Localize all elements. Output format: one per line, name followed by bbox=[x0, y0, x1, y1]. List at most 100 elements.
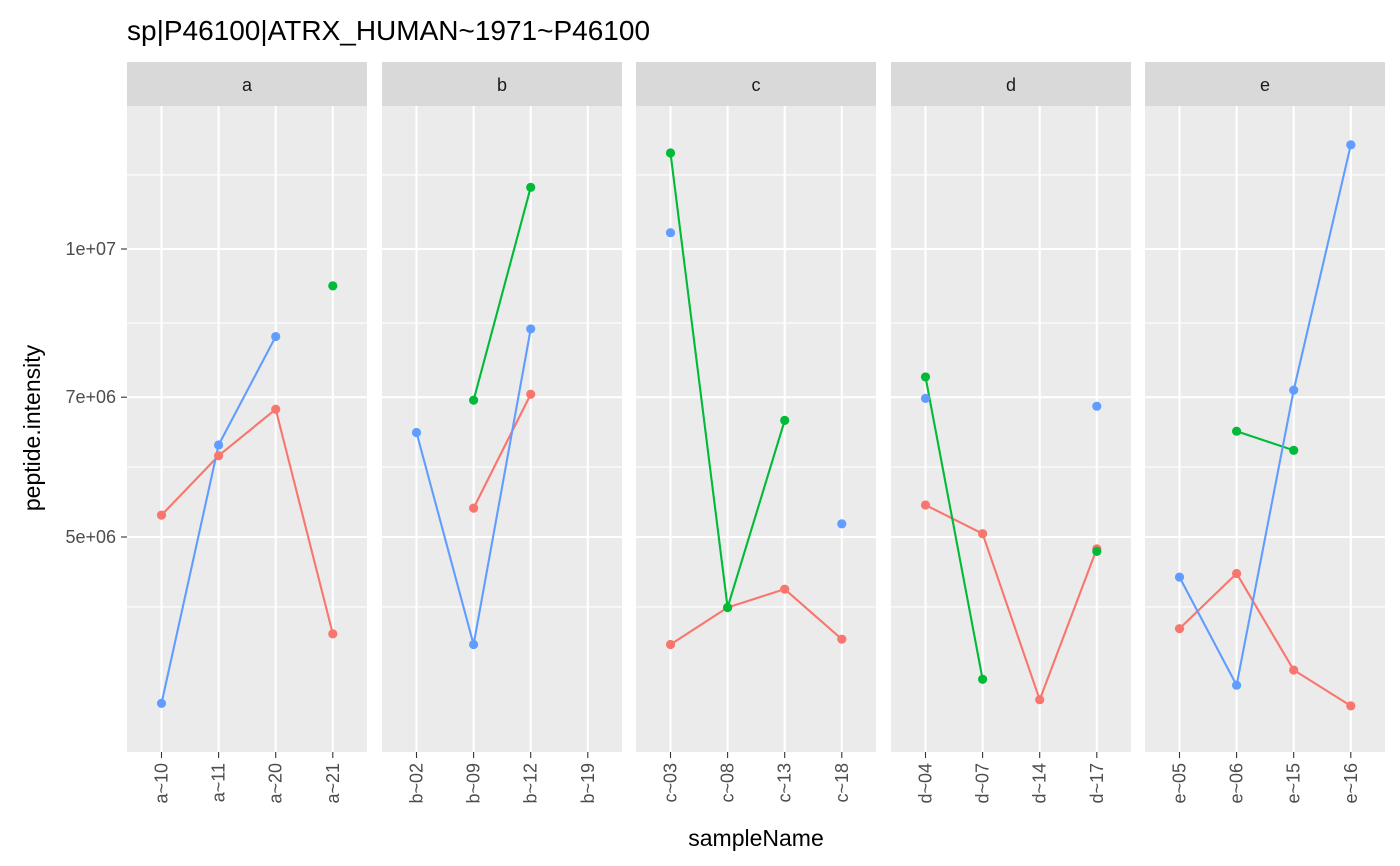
data-point bbox=[837, 634, 847, 644]
data-point bbox=[411, 427, 422, 438]
series-line-segment bbox=[924, 376, 984, 680]
facet-strip bbox=[127, 62, 367, 106]
x-tick-label: d~14 bbox=[1030, 763, 1050, 804]
data-point bbox=[328, 281, 338, 291]
x-tick-label: e~16 bbox=[1341, 763, 1361, 804]
x-tick-label: e~05 bbox=[1170, 763, 1190, 804]
data-point bbox=[920, 372, 931, 382]
series-line-segment bbox=[415, 432, 475, 645]
x-tick-label: d~17 bbox=[1087, 763, 1107, 804]
data-point bbox=[271, 404, 281, 414]
series-line-segment bbox=[1178, 576, 1238, 686]
y-tick-label: 5e+06 bbox=[65, 527, 116, 547]
data-point bbox=[1174, 624, 1185, 634]
series-line-segment bbox=[160, 455, 220, 516]
x-tick-label: d~07 bbox=[973, 763, 993, 804]
series-line-segment bbox=[1235, 389, 1295, 686]
panel-background bbox=[382, 106, 622, 752]
facet-panel-d: d d~04 d~07 d~14 d~17 bbox=[891, 62, 1131, 804]
panel-background bbox=[891, 106, 1131, 752]
data-point bbox=[665, 639, 676, 650]
plot-title: sp|P46100|ATRX_HUMAN~1971~P46100 bbox=[127, 15, 650, 46]
series-line-segment bbox=[274, 408, 334, 635]
x-tick-label: c~13 bbox=[775, 763, 795, 803]
series-line-segment bbox=[472, 187, 532, 401]
x-tick-label: c~18 bbox=[832, 763, 852, 803]
data-point bbox=[978, 529, 988, 539]
data-point bbox=[156, 698, 167, 708]
series-line-segment bbox=[1235, 572, 1295, 671]
series-line-segment bbox=[217, 336, 277, 446]
panel-background bbox=[636, 106, 876, 752]
data-point bbox=[214, 440, 224, 450]
data-point bbox=[1232, 568, 1242, 579]
data-point bbox=[1289, 445, 1299, 455]
facet-panel-c: c c~03 c~08 c~13 c~18 bbox=[636, 62, 876, 803]
y-axis: 5e+06 7e+06 1e+07 bbox=[65, 239, 127, 547]
x-tick-label: a~20 bbox=[266, 763, 286, 804]
series-line-segment bbox=[160, 444, 220, 704]
data-point bbox=[978, 674, 988, 684]
data-point bbox=[1232, 680, 1242, 690]
facet-strip-label: b bbox=[497, 75, 507, 95]
x-tick-label: e~15 bbox=[1284, 763, 1304, 804]
data-point bbox=[920, 500, 931, 510]
data-point bbox=[328, 629, 338, 639]
data-point bbox=[469, 639, 479, 650]
x-tick-label: b~09 bbox=[464, 763, 484, 804]
series-line-segment bbox=[726, 420, 786, 608]
series-line-segment bbox=[1293, 669, 1352, 707]
series-line-segment bbox=[1236, 430, 1295, 452]
x-tick-label: a~21 bbox=[323, 763, 343, 804]
data-point bbox=[156, 510, 167, 520]
x-tick-label: b~02 bbox=[407, 763, 427, 804]
x-tick-label: d~04 bbox=[916, 763, 936, 804]
data-point bbox=[1092, 401, 1102, 411]
y-tick-label: 7e+06 bbox=[65, 387, 116, 407]
series-line-segment bbox=[1178, 572, 1238, 630]
facet-strip-label: a bbox=[242, 75, 253, 95]
data-point bbox=[665, 228, 676, 238]
x-tick-label: b~19 bbox=[578, 763, 598, 804]
series-line-segment bbox=[472, 393, 532, 509]
data-point bbox=[214, 451, 224, 461]
panel-background bbox=[1145, 106, 1385, 752]
data-point bbox=[1289, 385, 1299, 395]
x-axis-title: sampleName bbox=[688, 825, 824, 851]
facet-panel-a: a a~10 a~11 a~20 a~21 bbox=[127, 62, 367, 804]
data-point bbox=[469, 395, 479, 405]
series-line-segment bbox=[669, 606, 729, 646]
series-line-segment bbox=[217, 408, 277, 457]
facet-panel-e: e e~05 e~06 e~15 e~16 bbox=[1145, 62, 1385, 804]
y-tick-label: 1e+07 bbox=[65, 239, 116, 259]
facet-strip-label: d bbox=[1006, 75, 1016, 95]
data-point bbox=[1232, 426, 1242, 436]
series-line-segment bbox=[1292, 144, 1352, 391]
x-tick-label: c~03 bbox=[661, 763, 681, 803]
data-point bbox=[920, 393, 931, 403]
facet-strip bbox=[636, 62, 876, 106]
data-point bbox=[526, 389, 536, 399]
facet-strip bbox=[382, 62, 622, 106]
data-point bbox=[526, 324, 536, 334]
series-line-segment bbox=[981, 533, 1041, 701]
data-point bbox=[1092, 546, 1102, 556]
facet-panel-b: b b~02 b~09 b~12 b~19 bbox=[382, 62, 622, 804]
y-axis-title: peptide.intensity bbox=[19, 344, 45, 511]
data-point bbox=[780, 415, 790, 425]
series-line-segment bbox=[669, 152, 729, 608]
series-line-segment bbox=[472, 328, 532, 645]
data-point bbox=[1289, 665, 1299, 675]
x-tick-label: c~08 bbox=[718, 763, 738, 803]
data-point bbox=[1035, 695, 1045, 705]
data-point bbox=[780, 584, 790, 594]
data-point bbox=[469, 503, 479, 513]
facet-strip-label: c bbox=[752, 75, 761, 95]
x-tick-label: a~10 bbox=[152, 763, 172, 804]
data-point bbox=[1346, 701, 1356, 711]
data-point bbox=[1174, 572, 1185, 582]
data-point bbox=[526, 182, 536, 192]
series-line-segment bbox=[784, 588, 843, 640]
